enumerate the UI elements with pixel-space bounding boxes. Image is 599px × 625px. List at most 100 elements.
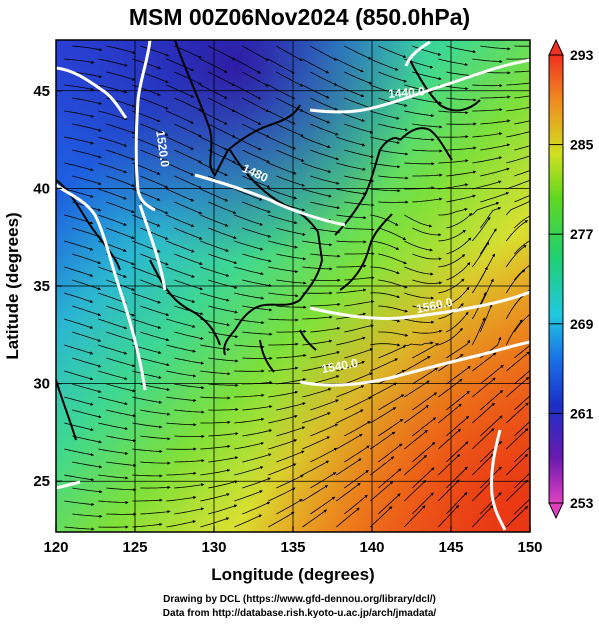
streamline <box>98 500 129 505</box>
streamline <box>200 370 231 376</box>
streamline <box>302 188 332 198</box>
streamline <box>344 445 370 463</box>
streamline <box>140 485 171 490</box>
streamline <box>505 319 523 346</box>
streamline <box>302 436 331 450</box>
streamline <box>412 305 443 309</box>
streamline <box>72 175 102 185</box>
streamline <box>242 175 271 188</box>
streamline <box>302 162 332 173</box>
streamline <box>412 45 442 56</box>
streamline <box>302 509 328 528</box>
streamline <box>438 378 463 398</box>
streamline <box>140 175 169 188</box>
streamline <box>378 123 409 132</box>
streamline <box>166 370 197 378</box>
contour-label: 1520.0 <box>153 130 172 169</box>
streamline <box>378 305 409 313</box>
streamline <box>514 395 530 411</box>
streamline <box>370 266 400 275</box>
streamline <box>404 214 433 228</box>
streamline <box>446 339 471 359</box>
streamline <box>64 188 94 198</box>
streamline <box>378 331 409 337</box>
streamline <box>276 175 306 187</box>
streamline <box>378 493 401 515</box>
streamline <box>336 264 367 268</box>
streamline <box>480 45 511 51</box>
streamline <box>479 207 502 229</box>
streamline <box>242 149 270 163</box>
streamline <box>72 123 102 132</box>
contour-label: 1440.0 <box>388 84 426 101</box>
streamline <box>174 227 203 240</box>
streamline <box>174 434 205 438</box>
streamline <box>132 370 162 379</box>
streamline <box>208 357 239 363</box>
streamline <box>140 331 170 342</box>
streamline <box>378 45 407 58</box>
footer-credit-dcl: Drawing by DCL (https://www.gfd-dennou.o… <box>163 594 436 605</box>
streamline <box>132 396 163 404</box>
streamline <box>98 396 128 406</box>
streamline <box>378 345 407 359</box>
streamline <box>72 97 103 105</box>
streamline <box>472 58 503 64</box>
streamline <box>344 324 374 333</box>
streamline <box>336 136 366 147</box>
streamline <box>166 396 197 402</box>
streamline <box>472 83 503 88</box>
streamline <box>310 97 339 111</box>
streamline <box>268 342 299 346</box>
colorbar-tick-label: 253 <box>570 495 594 511</box>
streamline <box>310 447 338 463</box>
x-tick-label: 145 <box>438 539 463 556</box>
streamline <box>310 423 339 437</box>
streamline <box>302 266 333 271</box>
streamline <box>64 448 95 457</box>
streamline <box>208 227 237 239</box>
streamline <box>438 278 465 294</box>
streamline <box>438 254 466 268</box>
streamline <box>200 58 228 73</box>
streamline <box>506 453 529 476</box>
streamline <box>514 240 530 255</box>
streamline <box>378 227 407 240</box>
streamline <box>268 463 297 476</box>
y-tick-label: 30 <box>33 376 50 393</box>
streamline <box>234 490 263 502</box>
streamline <box>234 441 265 450</box>
streamline <box>310 45 338 61</box>
streamline <box>166 240 195 253</box>
streamline <box>446 492 468 515</box>
streamline <box>64 240 94 251</box>
x-tick-label: 125 <box>122 539 147 556</box>
streamline <box>242 501 271 515</box>
streamline <box>472 180 502 190</box>
streamline <box>412 197 443 203</box>
streamline <box>514 70 530 73</box>
streamline <box>276 353 307 359</box>
streamline <box>344 348 374 359</box>
streamline <box>200 420 231 424</box>
streamline <box>64 344 94 355</box>
streamline <box>132 318 162 329</box>
streamline <box>472 402 496 424</box>
streamline <box>378 253 407 265</box>
streamline <box>344 494 368 515</box>
streamline <box>72 305 102 317</box>
streamline <box>140 510 171 515</box>
streamline <box>268 214 298 225</box>
wind-streamlines <box>64 45 530 531</box>
streamline <box>174 123 202 137</box>
x-tick-label: 140 <box>359 539 384 556</box>
streamline <box>506 58 530 60</box>
streamline <box>412 173 443 177</box>
streamline <box>370 343 401 347</box>
streamline <box>106 331 136 342</box>
streamline <box>106 201 135 214</box>
streamline <box>174 409 205 414</box>
streamline <box>276 499 303 515</box>
streamline <box>276 123 304 137</box>
